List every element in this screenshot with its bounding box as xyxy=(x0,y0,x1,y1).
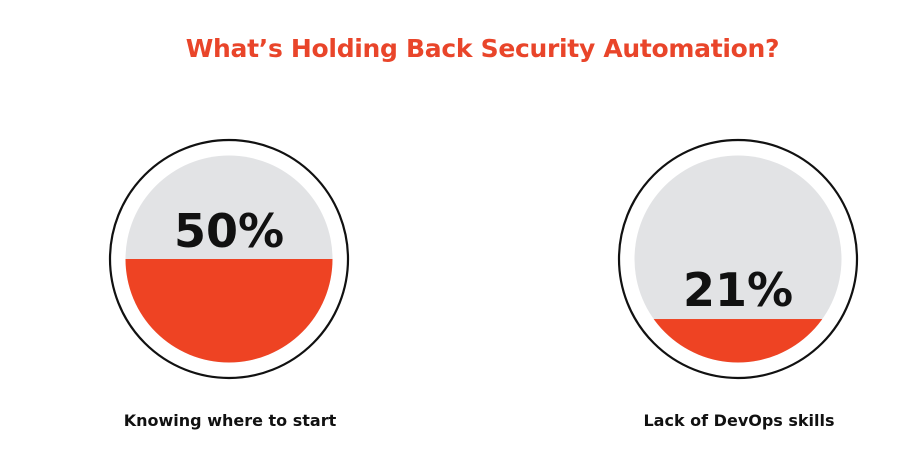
gauge-value-label: 21% xyxy=(683,263,793,317)
gauge-label: Lack of DevOps skills xyxy=(643,411,835,430)
gauge-label: Knowing where to start xyxy=(123,411,337,430)
gauge-background xyxy=(634,155,842,363)
gauge-value-label: 50% xyxy=(174,204,284,258)
chart-title: What’s Holding Back Security Automation? xyxy=(185,34,780,63)
